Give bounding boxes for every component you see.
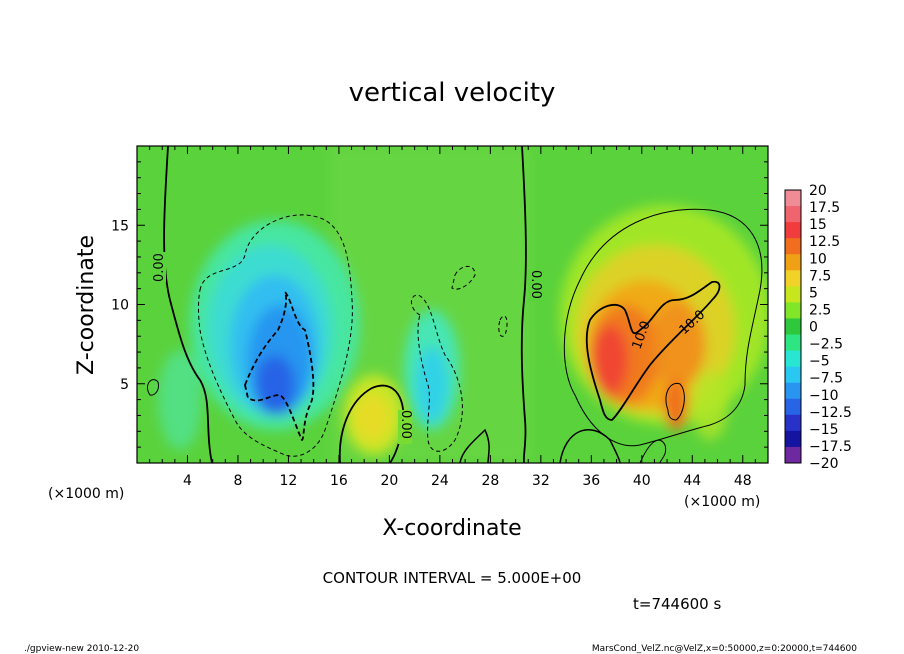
colorbar-label: −20 <box>809 456 839 472</box>
contour-neg-10 <box>244 291 315 441</box>
colorbar-swatch <box>785 414 801 432</box>
colorbar-label: 7.5 <box>809 268 831 284</box>
colorbar-swatch <box>785 190 801 207</box>
colorbar-swatch <box>785 206 801 223</box>
colorbar-frame <box>784 189 802 464</box>
colorbar-label: −17.5 <box>809 439 852 455</box>
colorbar-label: 15 <box>809 217 827 233</box>
colorbar-label: −15 <box>809 422 839 438</box>
time-text: t=744600 s <box>633 595 721 613</box>
colorbar-swatch <box>785 350 801 368</box>
colorbar-swatch <box>785 430 801 448</box>
contour-zero-left <box>163 146 213 463</box>
downdraft-region <box>158 220 460 450</box>
colorbar-label: 2.5 <box>809 302 831 318</box>
contours <box>146 146 763 463</box>
x-tick-label: 12 <box>280 473 298 489</box>
colorbar-label: −7.5 <box>809 371 843 387</box>
contour-interval-text: CONTOUR INTERVAL = 5.000E+00 <box>323 569 582 587</box>
x-tick-label: 16 <box>330 473 348 489</box>
x-tick-label: 48 <box>734 473 752 489</box>
y-axis-label: Z-coordinate <box>74 235 99 375</box>
contour-label-2: 0.00 <box>398 410 413 439</box>
colorbar-swatch <box>785 366 801 384</box>
colorbar-label: 20 <box>809 183 827 199</box>
colorbar-swatch <box>785 270 801 287</box>
colorbar-label: 10 <box>809 251 827 267</box>
x-tick-label: 44 <box>683 473 701 489</box>
colorbar-swatch <box>785 446 801 464</box>
y-tick-label: 10 <box>111 298 129 314</box>
x-tick-label: 28 <box>481 473 499 489</box>
y-tick-label: 5 <box>120 377 129 393</box>
x-tick-label: 24 <box>431 473 449 489</box>
y-tick-label: 15 <box>111 218 129 234</box>
footer-right: MarsCond_VelZ.nc@VelZ,x=0:50000,z=0:2000… <box>592 644 857 654</box>
colorbar-swatch <box>785 382 801 400</box>
colorbar-swatch <box>785 334 801 352</box>
contour-neg-5-outer <box>198 214 353 457</box>
chart-title: vertical velocity <box>349 78 556 108</box>
colorbar-label: −5 <box>809 354 830 370</box>
colorbar-swatch <box>785 302 801 319</box>
colorbar-label: 0 <box>809 320 818 336</box>
contour-zero-updraft-small <box>338 384 405 463</box>
y-axis-ticks: 5 10 15 <box>111 161 768 448</box>
contour-label-0: 0.00 <box>152 253 167 282</box>
contour-pos-5 <box>563 208 763 447</box>
updraft-region <box>344 205 768 455</box>
colorbar-swatch <box>785 286 801 303</box>
contour-zero-mid <box>520 146 527 463</box>
colorbar-label: −12.5 <box>809 405 852 421</box>
colorbar-label: 5 <box>809 285 818 301</box>
footer-left: ./gpview-new 2010-12-20 <box>24 644 139 654</box>
colorbar-label: 17.5 <box>809 200 840 216</box>
contour-label-1: 0.00 <box>528 270 543 299</box>
x-axis-label: X-coordinate <box>382 516 521 541</box>
colorbar-label: −10 <box>809 388 839 404</box>
x-tick-label: 36 <box>582 473 600 489</box>
contour-pos-10 <box>585 280 721 421</box>
x-axis-unit: (×1000 m) <box>684 494 760 510</box>
x-tick-label: 8 <box>233 473 242 489</box>
x-tick-label: 40 <box>633 473 651 489</box>
x-tick-label: 4 <box>183 473 192 489</box>
y-axis-unit: (×1000 m) <box>48 486 124 502</box>
colorbar-swatch <box>785 398 801 416</box>
x-axis-ticks: 4 8 12 16 20 24 28 32 36 40 44 48 <box>149 146 756 489</box>
colorbar-swatch <box>785 254 801 271</box>
colorbar-label: 12.5 <box>809 234 840 250</box>
colorbar-swatch <box>785 238 801 255</box>
x-tick-label: 32 <box>532 473 550 489</box>
x-tick-label: 20 <box>380 473 398 489</box>
heatmap-field: 0.00 0.00 0.00 10.0 10.0 <box>137 146 768 463</box>
colorbar-label: −2.5 <box>809 337 843 353</box>
colorbar-swatch <box>785 318 801 336</box>
colorbar-swatch <box>785 222 801 239</box>
